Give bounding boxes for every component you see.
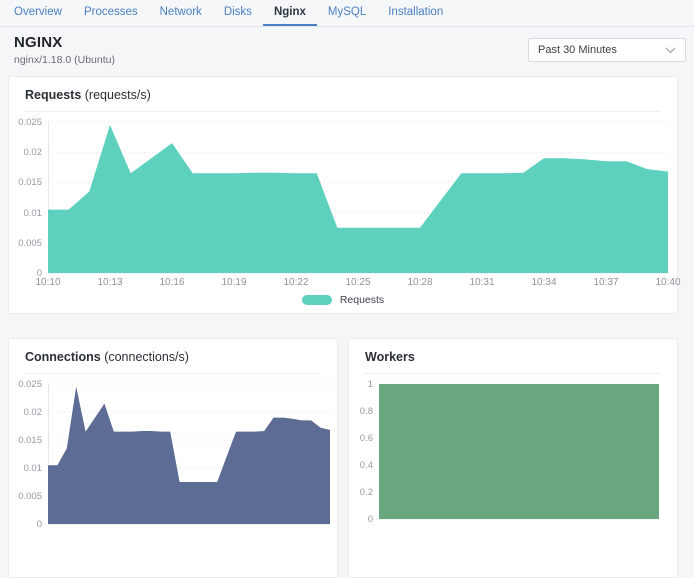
workers-card: Workers 0 0.2 0.4 0.6 0.8 1 bbox=[348, 338, 678, 578]
x-axis bbox=[48, 525, 330, 541]
chart-unit: (requests/s) bbox=[84, 88, 151, 102]
requests-card: Requests (requests/s) 0 0.005 0.01 0.015 0.0… bbox=[8, 76, 681, 314]
chart-title: Connections bbox=[25, 350, 101, 364]
connections-chart[interactable]: 0 0.005 0.01 0.015 0.02 0.025 bbox=[17, 379, 330, 541]
y-tick-label: 1 bbox=[367, 379, 373, 390]
legend-label: Requests bbox=[339, 294, 385, 306]
y-tick-label: 0.02 bbox=[23, 147, 43, 159]
y-tick-label: 0.015 bbox=[18, 435, 42, 446]
time-range-value: Past 30 Minutes bbox=[538, 44, 617, 56]
x-tick-label: 10:28 bbox=[407, 277, 433, 288]
tab-installation[interactable]: Installation bbox=[388, 6, 444, 18]
x-tick-label: 10:16 bbox=[159, 277, 185, 288]
y-tick-label: 0.4 bbox=[359, 460, 373, 471]
area-series bbox=[379, 383, 659, 520]
page-header: NGINX nginx/1.18.0 (Ubuntu) Past 30 Minu… bbox=[0, 27, 694, 76]
x-tick-label: 10:13 bbox=[97, 277, 123, 288]
y-tick-label: 0.02 bbox=[23, 407, 43, 418]
x-axis bbox=[379, 520, 659, 536]
page-header-text: NGINX nginx/1.18.0 (Ubuntu) bbox=[14, 34, 115, 66]
tab-mysql[interactable]: MySQL bbox=[327, 6, 367, 18]
y-tick-label: 0.025 bbox=[18, 379, 42, 390]
y-axis: 0 0.005 0.01 0.015 0.02 0.025 bbox=[17, 117, 48, 279]
area-series bbox=[48, 383, 330, 525]
x-tick-label: 10:40 bbox=[655, 277, 681, 288]
plot-area[interactable]: 10:10 10:13 10:16 10:19 10:22 10:25 10:28 10:31… bbox=[35, 121, 681, 290]
x-tick-label: 10:25 bbox=[345, 277, 371, 288]
workers-card-title: Workers bbox=[365, 348, 661, 374]
x-tick-label: 10:10 bbox=[35, 277, 61, 288]
tab-processes[interactable]: Processes bbox=[83, 6, 138, 18]
y-tick-label: 0.2 bbox=[359, 487, 373, 498]
y-tick-label: 0 bbox=[36, 519, 42, 530]
chart-title: Requests bbox=[25, 88, 82, 102]
tab-nginx[interactable]: Nginx bbox=[262, 0, 317, 26]
bottom-charts-row: Connections (connections/s) 0 0.005 0.01 0.… bbox=[8, 338, 686, 578]
connections-card-title: Connections (connections/s) bbox=[25, 348, 321, 374]
legend-swatch bbox=[301, 295, 332, 305]
x-tick-label: 10:37 bbox=[593, 277, 619, 288]
y-tick-label: 0.005 bbox=[18, 491, 42, 502]
y-tick-label: 0.8 bbox=[359, 406, 373, 417]
time-range-select[interactable]: Past 30 Minutes bbox=[528, 38, 686, 62]
x-tick-label: 10:22 bbox=[283, 277, 309, 288]
y-tick-label: 0.005 bbox=[18, 237, 42, 249]
plot-area[interactable] bbox=[48, 383, 330, 541]
page-subtitle: nginx/1.18.0 (Ubuntu) bbox=[14, 54, 115, 66]
requests-card-title: Requests (requests/s) bbox=[25, 86, 661, 112]
y-tick-label: 0 bbox=[367, 514, 373, 525]
y-tick-label: 0 bbox=[36, 268, 42, 279]
y-tick-label: 0.015 bbox=[18, 177, 42, 189]
requests-legend[interactable]: Requests bbox=[17, 294, 669, 306]
page-title: NGINX bbox=[14, 34, 63, 51]
x-tick-label: 10:31 bbox=[469, 277, 495, 288]
x-tick-label: 10:19 bbox=[221, 277, 247, 288]
y-axis: 0 0.2 0.4 0.6 0.8 1 bbox=[357, 379, 379, 525]
y-tick-label: 0.01 bbox=[23, 207, 43, 219]
workers-chart[interactable]: 0 0.2 0.4 0.6 0.8 1 bbox=[357, 379, 669, 536]
plot-area[interactable] bbox=[379, 383, 659, 536]
connections-card: Connections (connections/s) 0 0.005 0.01 0.… bbox=[8, 338, 338, 578]
x-tick-label: 10:34 bbox=[531, 277, 557, 288]
x-axis: 10:10 10:13 10:16 10:19 10:22 10:25 10:28 10:31… bbox=[35, 274, 680, 290]
y-tick-label: 0.025 bbox=[18, 117, 42, 128]
tab-network[interactable]: Network bbox=[159, 6, 202, 18]
tab-overview[interactable]: Overview bbox=[14, 6, 62, 18]
tab-bar: Overview Processes Network Disks Nginx M… bbox=[0, 0, 694, 27]
tab-disks[interactable]: Disks bbox=[223, 6, 252, 18]
y-tick-label: 0.01 bbox=[23, 463, 43, 474]
y-tick-label: 0.6 bbox=[359, 433, 373, 444]
chart-unit: (connections/s) bbox=[104, 350, 189, 364]
chart-title: Workers bbox=[365, 350, 415, 364]
requests-chart[interactable]: 0 0.005 0.01 0.015 0.02 0.025 10:10 10:13 10:16… bbox=[17, 117, 681, 290]
y-axis: 0 0.005 0.01 0.015 0.02 0.025 bbox=[17, 379, 48, 530]
chevron-down-icon bbox=[665, 47, 676, 54]
area-series bbox=[48, 121, 668, 274]
